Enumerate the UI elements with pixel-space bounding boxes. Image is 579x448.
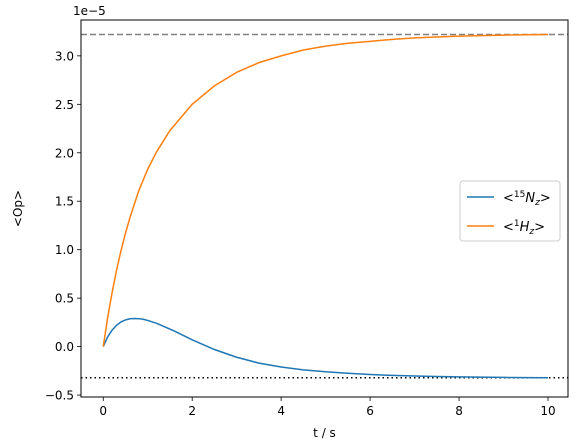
y-offset-label: 1e−5 bbox=[73, 4, 106, 18]
x-tick-label: 0 bbox=[99, 404, 107, 418]
x-tick-label: 8 bbox=[455, 404, 463, 418]
y-tick-label: 3.0 bbox=[55, 49, 74, 63]
series-line-1 bbox=[102, 317, 548, 379]
plot-area bbox=[81, 33, 568, 379]
x-tick-label: 4 bbox=[277, 404, 285, 418]
y-tick-label: 0.0 bbox=[55, 340, 74, 354]
y-tick-label: 1.5 bbox=[55, 195, 74, 209]
y-axis: −0.5 0.0 0.5 1.0 1.5 2.0 2.5 3.0 bbox=[45, 49, 81, 403]
legend-label-2: <1Hz> bbox=[503, 219, 545, 237]
axes-frame bbox=[80, 19, 569, 398]
x-tick-label: 2 bbox=[188, 404, 196, 418]
y-tick-label: 2.5 bbox=[55, 98, 74, 112]
legend-label-1: <15Nz> bbox=[503, 190, 551, 208]
x-tick-label: 10 bbox=[540, 404, 555, 418]
x-axis-label: t / s bbox=[313, 426, 336, 440]
x-axis: 0 2 4 6 8 10 bbox=[99, 397, 556, 418]
legend: <15Nz> <1Hz> bbox=[459, 180, 561, 242]
y-tick-label: 2.0 bbox=[55, 146, 74, 160]
y-tick-label: 0.5 bbox=[55, 292, 74, 306]
y-tick-label: −0.5 bbox=[45, 389, 74, 403]
x-tick-label: 6 bbox=[366, 404, 374, 418]
series-line-2 bbox=[102, 33, 548, 347]
y-tick-label: 1.0 bbox=[55, 243, 74, 257]
y-axis-label: <Op> bbox=[11, 190, 25, 227]
